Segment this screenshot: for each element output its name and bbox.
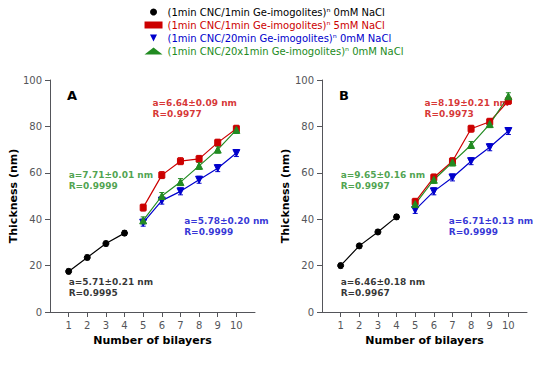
svg-text:100: 100 [295,75,314,86]
svg-text:R=0.9999: R=0.9999 [69,181,118,191]
svg-text:a=5.78±0.20 nm: a=5.78±0.20 nm [184,216,269,226]
svg-text:7: 7 [177,320,183,331]
svg-text:20: 20 [29,260,42,271]
svg-text:0: 0 [308,307,314,318]
svg-text:R=0.9999: R=0.9999 [449,227,498,237]
svg-text:a=8.19±0.21 nm: a=8.19±0.21 nm [425,98,510,108]
svg-text:a=5.71±0.21 nm: a=5.71±0.21 nm [69,277,154,287]
svg-text:6: 6 [431,320,437,331]
svg-text:3: 3 [375,320,381,331]
svg-text:4: 4 [121,320,127,331]
svg-text:R=0.9997: R=0.9997 [341,181,390,191]
svg-text:8: 8 [468,320,474,331]
svg-text:Number of bilayers: Number of bilayers [93,334,212,347]
svg-text:a=7.71±0.01 nm: a=7.71±0.01 nm [69,170,154,180]
svg-text:Number of bilayers: Number of bilayers [365,334,484,347]
svg-text:80: 80 [301,121,314,132]
svg-text:100: 100 [23,75,42,86]
svg-text:0: 0 [36,307,42,318]
svg-text:2: 2 [356,320,362,331]
svg-text:80: 80 [29,121,42,132]
svg-text:5: 5 [412,320,418,331]
svg-text:9: 9 [487,320,493,331]
svg-text:8: 8 [196,320,202,331]
svg-text:(1min CNC/20x1min Ge-imogolite: (1min CNC/20x1min Ge-imogolites)ⁿ 0mM Na… [168,46,404,57]
svg-text:9: 9 [215,320,221,331]
svg-text:40: 40 [301,214,314,225]
svg-text:60: 60 [301,167,314,178]
svg-text:7: 7 [449,320,455,331]
svg-text:Thickness (nm): Thickness (nm) [7,149,20,244]
svg-text:20: 20 [301,260,314,271]
svg-text:60: 60 [29,167,42,178]
svg-text:1: 1 [337,320,343,331]
svg-text:10: 10 [230,320,243,331]
svg-text:40: 40 [29,214,42,225]
svg-text:(1min CNC/20min Ge-imogolites): (1min CNC/20min Ge-imogolites)ⁿ 0mM NaCl [168,33,392,44]
svg-text:R=0.9999: R=0.9999 [184,227,233,237]
svg-text:4: 4 [393,320,399,331]
svg-text:(1min CNC/1min Ge-imogolites)ⁿ: (1min CNC/1min Ge-imogolites)ⁿ 0mM NaCl [168,7,385,18]
svg-text:a=6.64±0.09 nm: a=6.64±0.09 nm [153,98,238,108]
svg-text:1: 1 [65,320,71,331]
svg-text:a=9.65±0.16 nm: a=9.65±0.16 nm [341,170,426,180]
svg-text:2: 2 [84,320,90,331]
svg-text:R=0.9967: R=0.9967 [341,288,390,298]
svg-text:B: B [339,88,349,103]
svg-text:5: 5 [140,320,146,331]
svg-text:a=6.46±0.18 nm: a=6.46±0.18 nm [341,277,426,287]
svg-text:10: 10 [502,320,515,331]
svg-text:R=0.9977: R=0.9977 [153,109,202,119]
svg-text:(1min CNC/1min Ge-imogolites)ⁿ: (1min CNC/1min Ge-imogolites)ⁿ 5mM NaCl [168,20,385,31]
svg-text:6: 6 [159,320,165,331]
svg-text:3: 3 [103,320,109,331]
svg-text:A: A [67,88,77,103]
svg-text:Thickness (nm): Thickness (nm) [279,149,292,244]
svg-text:R=0.9995: R=0.9995 [69,288,118,298]
svg-text:a=6.71±0.13 nm: a=6.71±0.13 nm [449,216,534,226]
svg-text:R=0.9973: R=0.9973 [425,109,474,119]
